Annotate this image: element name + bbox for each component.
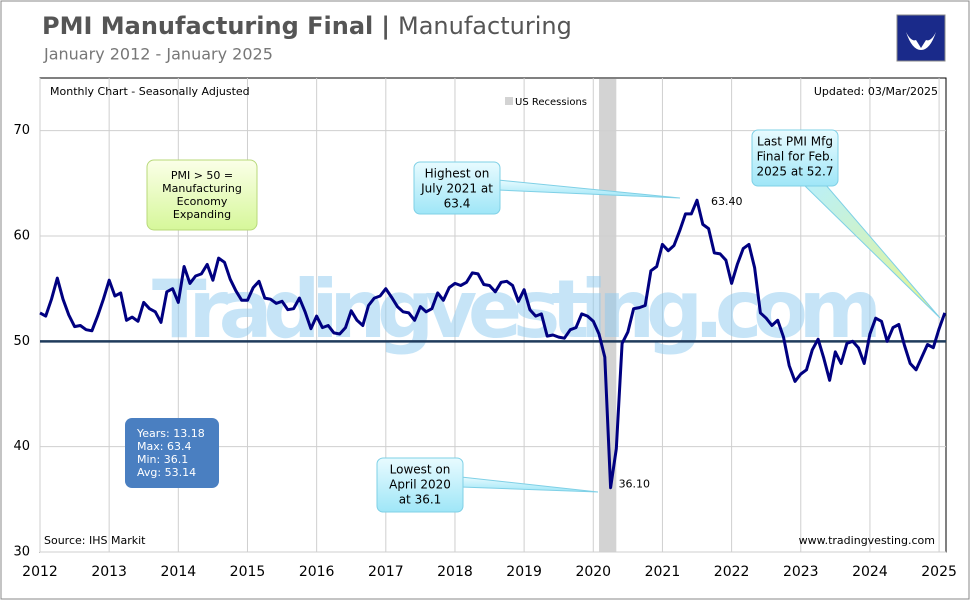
callout-text: Highest on xyxy=(425,167,490,181)
x-tick-label: 2024 xyxy=(852,564,888,580)
recession-band xyxy=(599,79,617,552)
stats-text: Min: 36.1 xyxy=(137,453,188,466)
logo xyxy=(896,14,946,62)
x-tick-label: 2019 xyxy=(506,564,542,580)
source: Source: IHS Markit xyxy=(44,534,146,547)
callout-text: 63.4 xyxy=(444,197,471,211)
callout-text: April 2020 xyxy=(389,478,451,492)
chart-title: PMI Manufacturing Final | Manufacturing xyxy=(42,12,572,40)
x-tick-label: 2013 xyxy=(91,564,127,580)
x-tick-label: 2014 xyxy=(161,564,197,580)
y-tick-label: 40 xyxy=(13,439,30,454)
callout-text: July 2021 at xyxy=(420,182,493,196)
callout-box xyxy=(413,161,501,215)
point-label: 36.10 xyxy=(619,478,651,491)
info-text: Manufacturing xyxy=(162,182,242,195)
x-tick-label: 2025 xyxy=(921,564,957,580)
x-tick-label: 2016 xyxy=(299,564,335,580)
data-line xyxy=(39,198,947,490)
x-tick-label: 2018 xyxy=(437,564,473,580)
subtitle: January 2012 - January 2025 xyxy=(43,45,273,64)
x-tick-label: 2023 xyxy=(783,564,819,580)
title-suffix: Manufacturing xyxy=(398,12,572,40)
info-text: PMI > 50 = xyxy=(171,169,233,182)
info-text: Economy xyxy=(177,195,228,208)
y-tick-label: 30 xyxy=(13,545,30,560)
callout-text: 2025 at 52.7 xyxy=(757,165,834,179)
title-separator: | xyxy=(381,12,390,40)
x-tick-label: 2012 xyxy=(22,564,58,580)
title-main: PMI Manufacturing Final xyxy=(42,12,373,40)
x-tick-label: 2017 xyxy=(368,564,404,580)
note-left: Monthly Chart - Seasonally Adjusted xyxy=(50,85,250,98)
callout-box xyxy=(751,129,839,187)
website: www.tradingvesting.com xyxy=(799,534,935,547)
callout-text: Final for Feb. xyxy=(757,150,834,164)
x-tick-label: 2021 xyxy=(645,564,681,580)
callout-text: at 36.1 xyxy=(399,493,442,507)
stats-text: Max: 63.4 xyxy=(137,440,191,453)
legend-swatch xyxy=(505,97,513,105)
x-tick-label: 2015 xyxy=(230,564,266,580)
y-tick-label: 60 xyxy=(13,229,30,244)
x-tick-label: 2020 xyxy=(575,564,611,580)
y-tick-label: 70 xyxy=(13,123,30,138)
stats-text: Avg: 53.14 xyxy=(137,466,196,479)
callout-box xyxy=(376,457,464,513)
legend-label: US Recessions xyxy=(515,97,587,108)
stats-box-bg xyxy=(125,418,219,488)
info-box-bg xyxy=(146,159,258,231)
callout-text: Last PMI Mfg xyxy=(757,135,833,149)
callout-text: Lowest on xyxy=(390,463,451,477)
point-label: 63.40 xyxy=(711,195,743,208)
x-tick-label: 2022 xyxy=(714,564,750,580)
y-tick-label: 50 xyxy=(13,334,30,349)
info-text: Expanding xyxy=(173,208,231,221)
note-right: Updated: 03/Mar/2025 xyxy=(814,85,938,98)
stats-text: Years: 13.18 xyxy=(136,427,205,440)
